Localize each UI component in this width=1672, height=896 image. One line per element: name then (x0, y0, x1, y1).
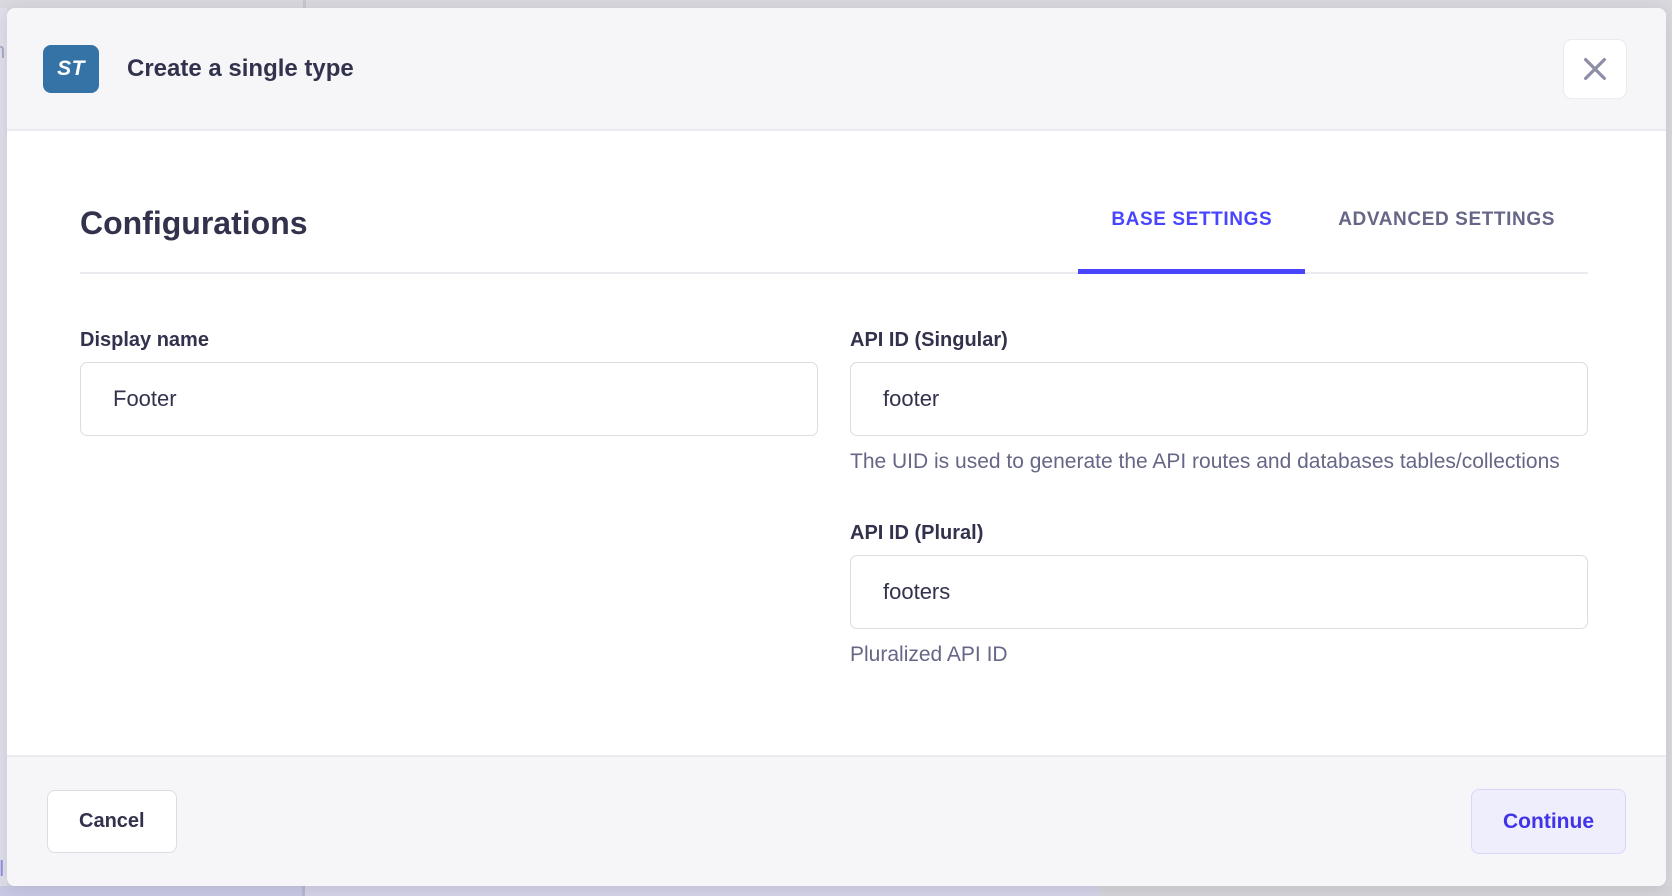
create-single-type-modal: ST Create a single type Configurations B… (7, 8, 1666, 886)
display-name-label: Display name (80, 329, 209, 351)
tab-advanced-settings[interactable]: ADVANCED SETTINGS (1338, 209, 1555, 230)
background-bottom-segment (0, 886, 302, 896)
background-left-strip: m t i e r t y n t a el (0, 8, 7, 886)
modal-footer: Cancel Continue (7, 755, 1666, 886)
api-id-plural-label: API ID (Plural) (850, 522, 984, 544)
background-text-fragment: el (0, 856, 5, 881)
background-text-fragment: m (0, 38, 5, 64)
background-right-strip (1666, 8, 1672, 886)
display-name-input[interactable] (80, 362, 818, 436)
tab-base-settings[interactable]: BASE SETTINGS (1078, 209, 1306, 274)
configurations-heading: Configurations (80, 205, 308, 241)
modal-title: Create a single type (127, 54, 354, 82)
close-icon (1580, 54, 1610, 84)
api-id-singular-label: API ID (Singular) (850, 329, 1008, 351)
background-top-strip (0, 0, 1672, 8)
modal-header: ST Create a single type (7, 8, 1666, 131)
api-id-singular-field-group: API ID (Singular) The UID is used to gen… (850, 329, 1588, 476)
background-bottom-segment (1100, 886, 1672, 896)
background-bottom-strip (0, 886, 1672, 896)
api-id-plural-input[interactable] (850, 555, 1588, 629)
close-button[interactable] (1563, 38, 1627, 99)
configurations-header-row: Configurations BASE SETTINGS ADVANCED SE… (80, 205, 1588, 274)
display-name-field-group: Display name (80, 329, 818, 436)
modal-body: Configurations BASE SETTINGS ADVANCED SE… (7, 131, 1666, 755)
api-id-singular-hint: The UID is used to generate the API rout… (850, 450, 1560, 473)
single-type-badge-icon: ST (43, 44, 99, 93)
background-divider-line (302, 886, 305, 896)
continue-button[interactable]: Continue (1471, 789, 1626, 854)
api-id-singular-input[interactable] (850, 362, 1588, 436)
api-id-plural-field-group: API ID (Plural) Pluralized API ID (850, 522, 1588, 669)
form-left-column: Display name (80, 329, 818, 669)
settings-tabs: BASE SETTINGS ADVANCED SETTINGS (1078, 209, 1588, 274)
configuration-form: Display name API ID (Singular) The UID i… (80, 329, 1588, 669)
form-right-column: API ID (Singular) The UID is used to gen… (850, 329, 1588, 669)
api-id-plural-hint: Pluralized API ID (850, 643, 1008, 666)
background-divider-line (303, 0, 306, 8)
cancel-button[interactable]: Cancel (47, 790, 177, 853)
